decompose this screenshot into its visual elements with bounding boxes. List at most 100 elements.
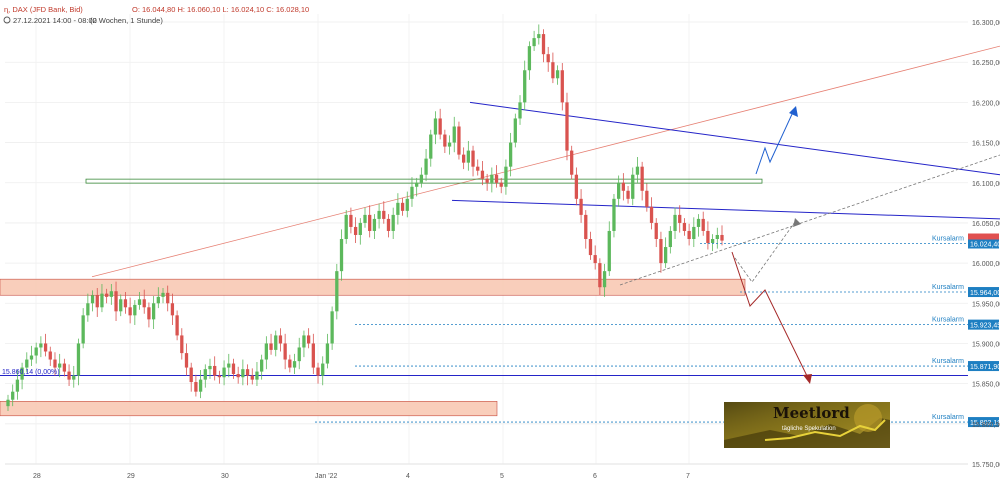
candle-body bbox=[114, 291, 118, 312]
candle-body bbox=[62, 363, 67, 372]
candle bbox=[429, 129, 433, 167]
price-alarm[interactable]: Kursalarm 16.024,40 bbox=[700, 236, 1000, 249]
candle-body bbox=[508, 142, 513, 167]
trend-lines bbox=[0, 45, 1000, 384]
x-tick-label: 28 bbox=[33, 473, 41, 480]
candle bbox=[349, 207, 353, 234]
candle bbox=[15, 369, 20, 400]
candle bbox=[62, 358, 67, 377]
price-alarm[interactable]: Kursalarm 15.871,90 bbox=[355, 358, 1000, 372]
candle-body bbox=[133, 304, 137, 316]
candle bbox=[109, 284, 113, 305]
candle-body bbox=[466, 150, 470, 163]
candle-body bbox=[476, 166, 480, 171]
candle-body bbox=[570, 150, 574, 175]
candle bbox=[147, 302, 151, 328]
candle bbox=[635, 157, 640, 183]
candle bbox=[250, 368, 254, 385]
candle-body bbox=[410, 186, 414, 199]
candle-body bbox=[67, 371, 71, 380]
candle-body bbox=[6, 399, 10, 407]
candle-body bbox=[494, 174, 499, 183]
candle-body bbox=[15, 379, 20, 392]
candle bbox=[137, 292, 142, 310]
candle-body bbox=[640, 166, 644, 191]
candle bbox=[330, 306, 334, 350]
price-alarm[interactable]: Kursalarm 15.964,00 bbox=[740, 284, 1000, 298]
candle-body bbox=[11, 391, 15, 400]
candle bbox=[400, 198, 405, 216]
candle bbox=[720, 225, 724, 246]
dashed-arrow-head bbox=[793, 218, 801, 227]
x-tick-label: 4 bbox=[406, 473, 410, 480]
alarm-label: Kursalarm bbox=[932, 414, 964, 421]
alarm-price: 16.024,40 bbox=[970, 242, 1000, 249]
candle-body bbox=[438, 118, 442, 135]
candle bbox=[339, 229, 344, 281]
logo-subtitle: tägliche Spekulation bbox=[782, 426, 836, 432]
candle-body bbox=[227, 363, 231, 368]
price-alarm[interactable]: Kursalarm 15.923,45 bbox=[355, 317, 1000, 330]
candle bbox=[593, 245, 597, 270]
candle bbox=[523, 60, 527, 111]
candle bbox=[151, 296, 156, 329]
candle-body bbox=[161, 292, 165, 297]
candle bbox=[198, 369, 203, 399]
candle-body bbox=[386, 218, 391, 231]
candle bbox=[551, 52, 555, 84]
candle-body bbox=[701, 218, 705, 231]
alarm-price: 15.923,45 bbox=[970, 323, 1000, 330]
candle bbox=[306, 328, 311, 349]
candle bbox=[612, 194, 616, 238]
candle bbox=[100, 284, 104, 313]
candle bbox=[617, 175, 621, 207]
candle-body bbox=[349, 214, 353, 227]
candle-body bbox=[574, 174, 579, 199]
candle bbox=[161, 288, 165, 304]
candle-body bbox=[462, 154, 466, 163]
candle-body bbox=[81, 315, 85, 344]
candle bbox=[452, 116, 456, 153]
candle-body bbox=[95, 295, 99, 308]
candle-body bbox=[29, 355, 34, 360]
candle-body bbox=[72, 375, 76, 380]
candle bbox=[541, 29, 546, 63]
candle bbox=[217, 370, 222, 384]
candle-body bbox=[457, 126, 461, 155]
candle-body bbox=[142, 299, 146, 308]
candle bbox=[692, 217, 696, 248]
candle bbox=[25, 352, 29, 373]
candle bbox=[166, 285, 170, 312]
candle-body bbox=[306, 335, 311, 344]
candle bbox=[353, 217, 358, 244]
candle-body bbox=[424, 158, 428, 175]
candle bbox=[58, 353, 62, 378]
candle-body bbox=[264, 343, 268, 360]
candle bbox=[368, 205, 372, 238]
y-tick-label: 16.100,00 bbox=[972, 181, 1000, 188]
resistance-zone bbox=[0, 278, 746, 296]
candle bbox=[640, 161, 644, 201]
candle bbox=[114, 281, 118, 321]
candle-body bbox=[43, 343, 48, 352]
candle bbox=[372, 214, 377, 239]
candle-body bbox=[452, 126, 456, 143]
candle-body bbox=[532, 38, 536, 47]
candle bbox=[382, 201, 386, 224]
candle-body bbox=[363, 214, 367, 223]
y-tick-label: 16.000,00 bbox=[972, 261, 1000, 268]
alarm-label: Kursalarm bbox=[932, 284, 964, 291]
candle-body bbox=[170, 303, 175, 316]
candle-body bbox=[555, 70, 560, 79]
candle-body bbox=[537, 34, 541, 39]
candle bbox=[156, 287, 160, 309]
candle-body bbox=[668, 230, 672, 248]
candle-body bbox=[588, 239, 593, 256]
candle-body bbox=[692, 226, 696, 239]
candle-body bbox=[222, 367, 226, 378]
alarm-price-badge bbox=[968, 287, 999, 298]
horizontal-line-label: 15.860,14 (0,00%) bbox=[2, 369, 60, 376]
candle-body bbox=[659, 239, 663, 264]
